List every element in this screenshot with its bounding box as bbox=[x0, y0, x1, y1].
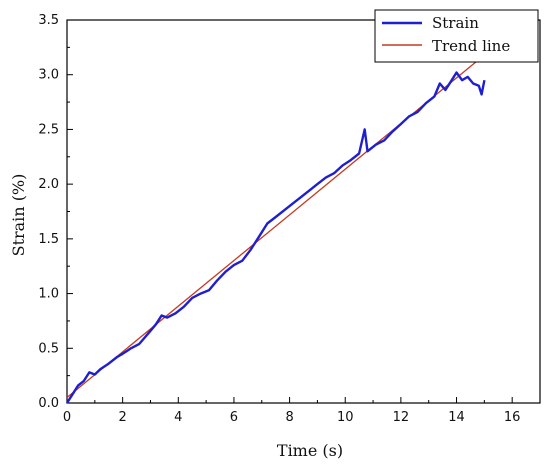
y-tick-label: 1.5 bbox=[38, 232, 59, 247]
y-tick-label: 3.0 bbox=[38, 68, 59, 83]
x-tick-label: 6 bbox=[230, 410, 238, 425]
y-tick-label: 2.5 bbox=[38, 122, 59, 137]
legend-label-trend: Trend line bbox=[432, 37, 510, 55]
x-tick-label: 14 bbox=[448, 410, 465, 425]
x-tick-label: 4 bbox=[174, 410, 182, 425]
x-tick-label: 16 bbox=[504, 410, 521, 425]
y-tick-label: 2.0 bbox=[38, 177, 59, 192]
x-axis-label: Time (s) bbox=[277, 441, 343, 460]
y-tick-label: 1.0 bbox=[38, 287, 59, 302]
strain-series-line bbox=[65, 71, 486, 404]
y-tick-label: 0.5 bbox=[38, 341, 59, 356]
x-axis-ticks: 0 2 4 6 8 10 12 14 16 bbox=[63, 397, 521, 425]
y-axis-label: Strain (%) bbox=[9, 174, 28, 257]
x-tick-label: 10 bbox=[337, 410, 354, 425]
legend-box bbox=[374, 9, 539, 63]
y-tick-label: 0.0 bbox=[38, 396, 59, 411]
x-tick-label: 12 bbox=[393, 410, 410, 425]
x-tick-label: 8 bbox=[285, 410, 293, 425]
x-tick-label: 0 bbox=[63, 410, 71, 425]
legend: Strain Trend line bbox=[374, 9, 539, 63]
y-axis-ticks: 0.0 0.5 1.0 1.5 2.0 2.5 3.0 3.5 bbox=[38, 13, 73, 411]
x-tick-label: 2 bbox=[119, 410, 127, 425]
y-tick-label: 3.5 bbox=[38, 13, 59, 28]
series-layer bbox=[65, 54, 486, 404]
legend-label-strain: Strain bbox=[432, 14, 479, 32]
